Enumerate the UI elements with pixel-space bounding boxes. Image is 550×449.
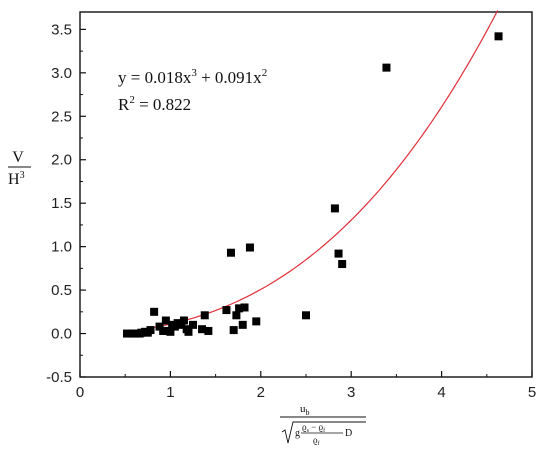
y-tick-label: 0.5 <box>51 282 72 299</box>
data-point <box>123 329 132 338</box>
data-point <box>198 325 207 334</box>
r-squared: R2 = 0.822 <box>118 94 191 114</box>
data-point <box>330 204 339 213</box>
data-point <box>179 316 188 325</box>
y-label-denominator-base: H <box>8 171 20 188</box>
x-label-rho-f: ϱ <box>313 435 318 445</box>
r2-sup: 2 <box>129 94 135 106</box>
axis-tick-labels: 0 1 2 3 4 5 -0.5 0.0 0.5 1.0 1.5 2.0 2.5 3.0 3.5 <box>46 21 536 401</box>
data-point <box>204 326 213 335</box>
data-point <box>200 311 209 320</box>
y-label-numerator: V <box>12 149 24 166</box>
x-axis-label: ub g ϱs − ϱf ϱf D <box>280 403 366 447</box>
x-tick-label: 5 <box>528 384 536 401</box>
data-point <box>338 260 347 269</box>
data-point <box>302 311 310 320</box>
x-label-minus: − <box>309 422 319 432</box>
equation-sup-1: 3 <box>191 67 197 79</box>
plot-area-frame <box>79 11 533 378</box>
x-label-rho-s: ϱ <box>302 422 307 432</box>
x-label-rho-numerator: ϱs − ϱf <box>302 422 325 434</box>
data-point <box>166 327 175 336</box>
data-point <box>177 320 186 329</box>
x-label-rho-f-top-sub: f <box>323 427 325 434</box>
data-point <box>184 327 193 336</box>
data-point <box>161 316 170 325</box>
axis-ticks <box>79 28 533 378</box>
y-tick-label: 0.0 <box>51 326 72 343</box>
x-tick-label: 3 <box>347 384 355 401</box>
y-tick-label: 3.0 <box>51 65 72 82</box>
data-point <box>189 320 197 329</box>
x-label-numerator: ub <box>300 403 310 417</box>
data-point <box>232 311 241 320</box>
x-tick-label: 4 <box>437 384 445 401</box>
data-markers <box>123 32 503 338</box>
x-label-rho-denominator: ϱf <box>313 435 320 447</box>
equation-prefix: y = 0.018x <box>118 68 192 87</box>
x-label-rho-f-top: ϱ <box>319 422 324 432</box>
x-tick-label: 0 <box>76 384 84 401</box>
y-tick-label: 2.0 <box>51 152 72 169</box>
data-point <box>150 307 159 316</box>
data-point <box>146 326 155 335</box>
data-point <box>494 32 503 41</box>
data-point <box>235 304 244 313</box>
data-point <box>252 317 261 326</box>
y-label-denominator: H3 <box>8 170 25 188</box>
x-label-g: g <box>295 428 300 439</box>
x-label-u: u <box>300 403 306 415</box>
x-label-d: D <box>345 428 352 439</box>
r2-prefix: R <box>118 95 130 114</box>
data-point <box>222 306 231 315</box>
x-label-rho-f-sub: f <box>318 440 320 447</box>
x-label-u-sub: b <box>306 408 310 417</box>
data-point <box>245 243 254 252</box>
data-point <box>240 303 249 312</box>
fit-equation: y = 0.018x3 + 0.091x2 <box>118 67 267 87</box>
y-tick-label: 1.5 <box>51 195 72 212</box>
data-point <box>226 248 235 257</box>
x-tick-label: 2 <box>257 384 265 401</box>
x-tick-label: 1 <box>166 384 174 401</box>
y-tick-label: 2.5 <box>51 108 72 125</box>
data-point <box>334 249 343 258</box>
data-point <box>229 326 238 335</box>
equation-sup-2: 2 <box>262 67 268 79</box>
data-point <box>238 320 247 329</box>
equation-middle: + 0.091x <box>197 68 262 87</box>
data-point <box>382 63 391 72</box>
y-axis-label: V H3 <box>8 149 31 188</box>
x-label-sqrt-sign <box>281 421 366 444</box>
data-point <box>155 322 164 331</box>
y-label-denominator-sup: 3 <box>20 170 25 181</box>
x-label-rho-s-sub: s <box>307 428 310 434</box>
y-tick-label: -0.5 <box>46 369 72 386</box>
y-tick-label: 3.5 <box>51 21 72 38</box>
data-point <box>159 326 168 335</box>
fit-curve <box>129 10 499 332</box>
r2-suffix: = 0.822 <box>135 95 191 114</box>
y-tick-label: 1.0 <box>51 239 72 256</box>
